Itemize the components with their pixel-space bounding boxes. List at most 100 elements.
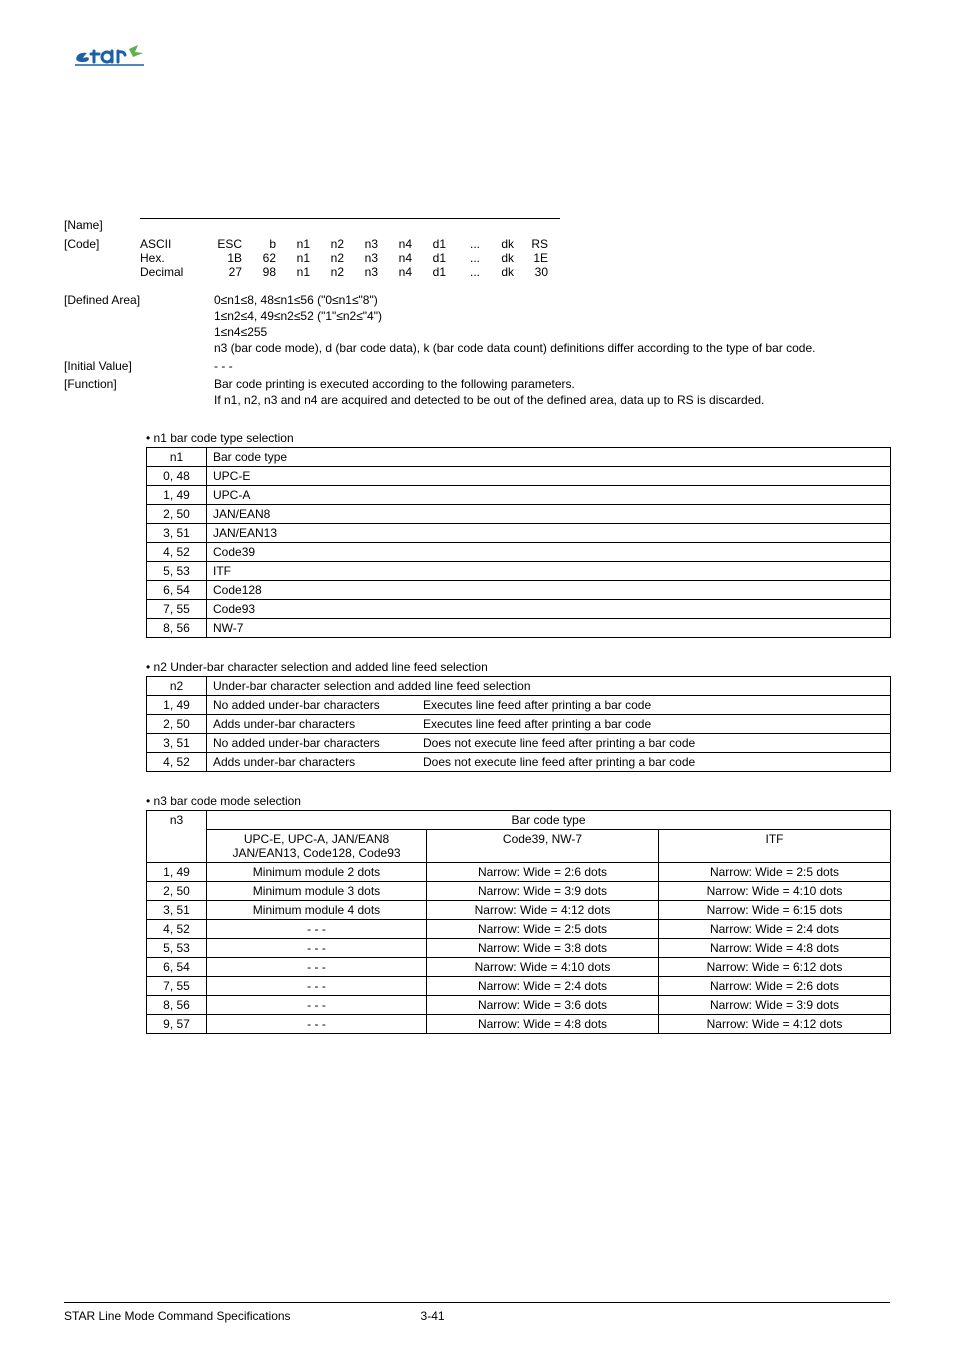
t3-c: Narrow: Wide = 4:12 dots bbox=[659, 1015, 891, 1034]
table-row: 1, 49 No added under-bar charactersExecu… bbox=[147, 696, 891, 715]
code-cell: n1 bbox=[282, 251, 316, 265]
table-head-row: n2 Under-bar character selection and add… bbox=[147, 677, 891, 696]
t2-caption: • n2 Under-bar character selection and a… bbox=[146, 660, 890, 674]
t2-n2: 1, 49 bbox=[147, 696, 207, 715]
code-cell: n2 bbox=[316, 265, 350, 279]
table-head-row: n1 Bar code type bbox=[147, 448, 891, 467]
t1-val: UPC-A bbox=[207, 486, 891, 505]
t3-a: - - - bbox=[207, 996, 427, 1015]
code-cell: ESC bbox=[206, 237, 248, 251]
table-row: 5, 53- - -Narrow: Wide = 3:8 dotsNarrow:… bbox=[147, 939, 891, 958]
t2-left: Adds under-bar characters bbox=[213, 717, 423, 731]
t3-a: - - - bbox=[207, 1015, 427, 1034]
t1-n1: 4, 52 bbox=[147, 543, 207, 562]
t1-head: n1 bbox=[147, 448, 207, 467]
code-cell: n3 bbox=[350, 265, 384, 279]
t3-c: Narrow: Wide = 6:12 dots bbox=[659, 958, 891, 977]
table-row: 8, 56- - -Narrow: Wide = 3:6 dotsNarrow:… bbox=[147, 996, 891, 1015]
star-logo bbox=[74, 40, 164, 73]
t3-head: Bar code type bbox=[207, 811, 891, 830]
code-cell: n1 bbox=[282, 237, 316, 251]
t2-right: Does not execute line feed after printin… bbox=[423, 755, 884, 769]
defined-area-label: [Defined Area] bbox=[64, 293, 214, 357]
initial-value: - - - bbox=[214, 359, 890, 373]
t3-n3: 3, 51 bbox=[147, 901, 207, 920]
t3-a: Minimum module 3 dots bbox=[207, 882, 427, 901]
code-cell: n2 bbox=[316, 251, 350, 265]
t2-table: n2 Under-bar character selection and add… bbox=[146, 676, 891, 772]
defined-line: 0≤n1≤8, 48≤n1≤56 ("0≤n1≤"8") bbox=[214, 293, 890, 307]
defined-line: 1≤n4≤255 bbox=[214, 325, 890, 339]
code-cell: n3 bbox=[350, 251, 384, 265]
footer: STAR Line Mode Command Specifications 3-… bbox=[64, 1309, 890, 1323]
t3-n3: 4, 52 bbox=[147, 920, 207, 939]
t1-val: NW-7 bbox=[207, 619, 891, 638]
t3-a: - - - bbox=[207, 958, 427, 977]
t2-right: Executes line feed after printing a bar … bbox=[423, 717, 884, 731]
table-row: 1, 49UPC-A bbox=[147, 486, 891, 505]
t3-c: Narrow: Wide = 4:10 dots bbox=[659, 882, 891, 901]
t3-a: - - - bbox=[207, 977, 427, 996]
t1-val: JAN/EAN8 bbox=[207, 505, 891, 524]
t2-right: Executes line feed after printing a bar … bbox=[423, 698, 884, 712]
code-cell: dk bbox=[486, 251, 520, 265]
table-row: 6, 54Code128 bbox=[147, 581, 891, 600]
code-cell: d1 bbox=[418, 251, 452, 265]
t3-b: Narrow: Wide = 2:4 dots bbox=[427, 977, 659, 996]
function-line: If n1, n2, n3 and n4 are acquired and de… bbox=[214, 393, 890, 407]
code-format: Decimal bbox=[140, 265, 206, 279]
code-cell: dk bbox=[486, 265, 520, 279]
table-row: 1, 49Minimum module 2 dots Narrow: Wide =… bbox=[147, 863, 891, 882]
code-cell: 27 bbox=[206, 265, 248, 279]
t3-c: Narrow: Wide = 2:5 dots bbox=[659, 863, 891, 882]
table-head-row: UPC-E, UPC-A, JAN/EAN8 JAN/EAN13, Code12… bbox=[147, 830, 891, 863]
code-cell: ... bbox=[452, 265, 486, 279]
code-cell: 98 bbox=[248, 265, 282, 279]
t3-b: Narrow: Wide = 3:9 dots bbox=[427, 882, 659, 901]
table-row: 4, 52Code39 bbox=[147, 543, 891, 562]
table-row: 8, 56NW-7 bbox=[147, 619, 891, 638]
code-cell: RS bbox=[520, 237, 554, 251]
table-row: 2, 50JAN/EAN8 bbox=[147, 505, 891, 524]
name-separator bbox=[140, 218, 560, 219]
code-cell: d1 bbox=[418, 237, 452, 251]
t3-n3: 7, 55 bbox=[147, 977, 207, 996]
code-cell: n4 bbox=[384, 265, 418, 279]
t3-caption: • n3 bar code mode selection bbox=[146, 794, 890, 808]
t3-subhead: UPC-E, UPC-A, JAN/EAN8 JAN/EAN13, Code12… bbox=[207, 830, 427, 863]
t2-head: n2 bbox=[147, 677, 207, 696]
code-cell: 1B bbox=[206, 251, 248, 265]
table-head-row: n3 Bar code type bbox=[147, 811, 891, 830]
t2-right: Does not execute line feed after printin… bbox=[423, 736, 884, 750]
t1-n1: 7, 55 bbox=[147, 600, 207, 619]
t2-n2: 4, 52 bbox=[147, 753, 207, 772]
code-cell: d1 bbox=[418, 265, 452, 279]
t1-n1: 8, 56 bbox=[147, 619, 207, 638]
table-row: 3, 51JAN/EAN13 bbox=[147, 524, 891, 543]
code-cell: n1 bbox=[282, 265, 316, 279]
footer-separator bbox=[64, 1302, 890, 1303]
t1-val: Code39 bbox=[207, 543, 891, 562]
code-cell: 30 bbox=[520, 265, 554, 279]
t1-n1: 6, 54 bbox=[147, 581, 207, 600]
t2-n2: 3, 51 bbox=[147, 734, 207, 753]
t3-subhead: Code39, NW-7 bbox=[427, 830, 659, 863]
t3-b: Narrow: Wide = 4:12 dots bbox=[427, 901, 659, 920]
table-row: 9, 57- - -Narrow: Wide = 4:8 dotsNarrow:… bbox=[147, 1015, 891, 1034]
code-cell: b bbox=[248, 237, 282, 251]
t1-n1: 3, 51 bbox=[147, 524, 207, 543]
t1-val: UPC-E bbox=[207, 467, 891, 486]
t3-n3: 8, 56 bbox=[147, 996, 207, 1015]
t2-left: Adds under-bar characters bbox=[213, 755, 423, 769]
code-format: ASCII bbox=[140, 237, 206, 251]
t3-a: Minimum module 2 dots bbox=[207, 863, 427, 882]
table-row: 7, 55Code93 bbox=[147, 600, 891, 619]
defined-line: 1≤n2≤4, 49≤n2≤52 ("1"≤n2≤"4") bbox=[214, 309, 890, 323]
t1-caption: • n1 bar code type selection bbox=[146, 431, 890, 445]
t3-table: n3 Bar code type UPC-E, UPC-A, JAN/EAN8 … bbox=[146, 810, 891, 1034]
code-label: [Code] bbox=[64, 237, 140, 251]
code-cell: 1E bbox=[520, 251, 554, 265]
code-cell: 62 bbox=[248, 251, 282, 265]
t3-c: Narrow: Wide = 3:9 dots bbox=[659, 996, 891, 1015]
t3-n3: 1, 49 bbox=[147, 863, 207, 882]
